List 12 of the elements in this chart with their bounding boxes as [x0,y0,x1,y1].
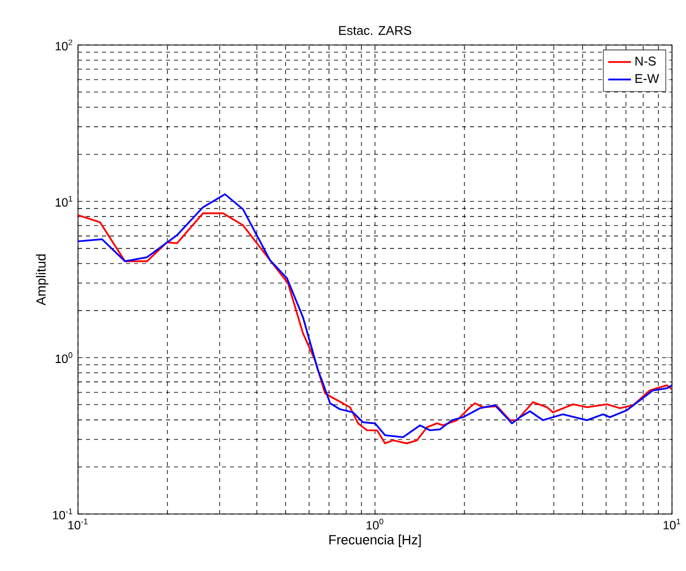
x-tick-label: 10$^{-1}$ [68,518,88,530]
legend-label: E-W [636,74,660,83]
y-axis-title: Amplitud [36,254,48,306]
y-tick-label: 10$^{1}$ [56,196,72,207]
x-tick-label: 10$^{0}$ [366,518,384,530]
x-tick-label: 10$^{1}$ [664,518,680,530]
legend-label: N-S [636,56,656,66]
chart-title: Estac. ZARS [339,26,412,35]
y-tick-label: 10$^{-1}$ [53,508,72,520]
y-tick-label: 10$^{2}$ [56,40,72,50]
y-tick-label: 10$^{0}$ [56,352,72,364]
x-axis-title: Frecuencia [Hz] [329,534,421,548]
